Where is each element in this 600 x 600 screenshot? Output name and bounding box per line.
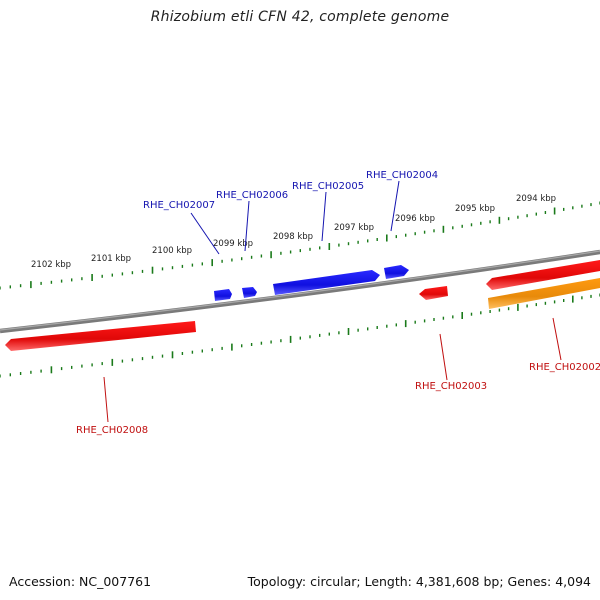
kbp-label: 2098 kbp — [273, 232, 313, 242]
gene-RHE_CH02008[interactable] — [5, 321, 196, 351]
gene-RHE_CH02004[interactable] — [384, 265, 409, 279]
gene-RHE_CH02006[interactable] — [242, 287, 257, 298]
accession-text: Accession: NC_007761 — [9, 574, 152, 589]
inner-scale-ticks — [0, 293, 600, 378]
kbp-label: 2101 kbp — [91, 254, 131, 264]
gene-RHE_CH02003[interactable] — [419, 286, 448, 300]
gene-RHE_CH02002-highlight[interactable] — [488, 278, 600, 309]
gene-label-RHE_CH02007[interactable]: RHE_CH02007 — [143, 200, 215, 211]
kbp-label: 2100 kbp — [152, 246, 192, 256]
kbp-label: 2099 kbp — [213, 239, 253, 249]
gene-label-RHE_CH02002[interactable]: RHE_CH02002 — [529, 362, 600, 373]
gene-RHE_CH02005[interactable] — [273, 270, 380, 295]
gene-label-RHE_CH02008[interactable]: RHE_CH02008 — [76, 425, 148, 436]
outer-scale-ticks — [0, 201, 600, 290]
gene-label-RHE_CH02005[interactable]: RHE_CH02005 — [292, 181, 364, 192]
kbp-label: 2096 kbp — [395, 214, 435, 224]
gene-label-RHE_CH02003[interactable]: RHE_CH02003 — [415, 381, 487, 392]
gene-RHE_CH02002[interactable] — [486, 260, 600, 290]
genome-title: Rhizobium etli CFN 42, complete genome — [150, 9, 450, 25]
kbp-label: 2102 kbp — [31, 260, 71, 270]
genome-info-text: Topology: circular; Length: 4,381,608 bp… — [247, 574, 591, 589]
gene-label-RHE_CH02006[interactable]: RHE_CH02006 — [216, 190, 288, 201]
kbp-label: 2094 kbp — [516, 194, 556, 204]
genome-backbone-highlight — [0, 250, 600, 331]
kbp-label: 2097 kbp — [334, 223, 374, 233]
gene-label-RHE_CH02004[interactable]: RHE_CH02004 — [366, 170, 438, 181]
gene-RHE_CH02007[interactable] — [214, 289, 232, 301]
kbp-label: 2095 kbp — [455, 204, 495, 214]
kbp-scale-labels: 2102 kbp 2101 kbp 2100 kbp 2099 kbp 2098 kbp… — [31, 194, 556, 270]
gene-label-leaders — [103, 180, 562, 423]
genome-backbone — [0, 249, 600, 334]
